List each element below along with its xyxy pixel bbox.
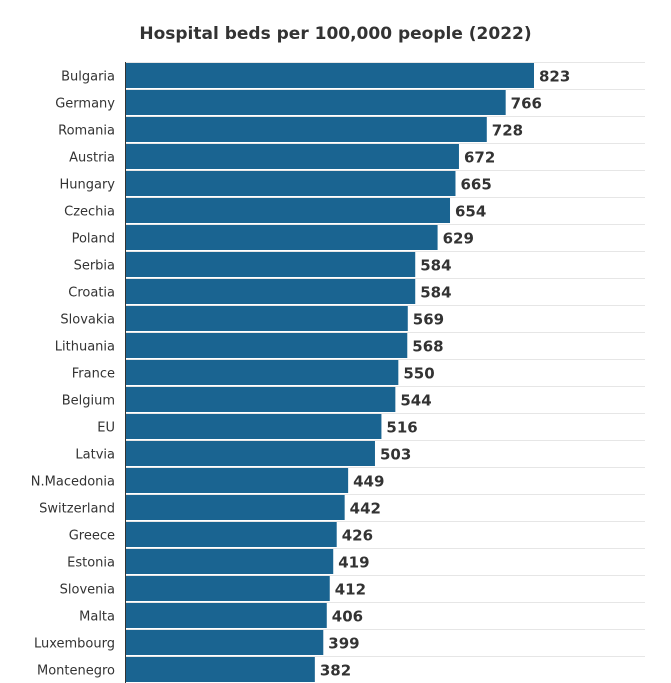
category-label: Estonia bbox=[67, 556, 115, 571]
bar bbox=[125, 63, 534, 88]
category-label: Austria bbox=[69, 151, 115, 166]
value-label: 584 bbox=[420, 284, 451, 302]
bar bbox=[125, 414, 382, 439]
value-label: 665 bbox=[460, 176, 491, 194]
category-label: Greece bbox=[69, 529, 115, 544]
value-label: 426 bbox=[342, 527, 373, 545]
bar bbox=[125, 171, 456, 196]
value-label: 382 bbox=[320, 662, 351, 680]
category-label: Croatia bbox=[68, 286, 115, 301]
gridlines bbox=[125, 62, 645, 657]
value-label: 672 bbox=[464, 149, 495, 167]
value-label: 550 bbox=[403, 365, 434, 383]
bar bbox=[125, 576, 330, 601]
bar bbox=[125, 441, 375, 466]
category-label: France bbox=[72, 367, 115, 382]
bar bbox=[125, 603, 327, 628]
bar bbox=[125, 198, 451, 223]
bar bbox=[125, 225, 438, 250]
value-label: 516 bbox=[386, 419, 417, 437]
bars: Bulgaria 823 Germany 766 Romania 728 Austria 67… bbox=[31, 63, 570, 682]
bar bbox=[125, 306, 408, 331]
bar bbox=[125, 522, 337, 547]
category-label: N.Macedonia bbox=[31, 475, 115, 490]
value-label: 569 bbox=[413, 311, 444, 329]
value-label: 449 bbox=[353, 473, 384, 491]
value-label: 823 bbox=[539, 68, 570, 86]
category-label: Romania bbox=[58, 124, 115, 139]
category-label: Czechia bbox=[64, 205, 115, 220]
bar bbox=[125, 117, 487, 142]
category-label: Lithuania bbox=[55, 340, 115, 355]
category-label: Belgium bbox=[62, 394, 115, 409]
bar bbox=[125, 144, 459, 169]
value-label: 419 bbox=[338, 554, 369, 572]
bar bbox=[125, 360, 399, 385]
bar bbox=[125, 333, 408, 358]
category-label: Slovakia bbox=[60, 313, 115, 328]
bar bbox=[125, 252, 416, 277]
bar bbox=[125, 549, 334, 574]
value-label: 399 bbox=[328, 635, 359, 653]
category-label: Malta bbox=[79, 610, 115, 625]
category-label: Hungary bbox=[59, 178, 115, 193]
category-label: Latvia bbox=[75, 448, 115, 463]
value-label: 412 bbox=[335, 581, 366, 599]
value-label: 568 bbox=[412, 338, 443, 356]
bar bbox=[125, 468, 349, 493]
category-label: Montenegro bbox=[37, 664, 115, 679]
value-label: 584 bbox=[420, 257, 451, 275]
category-label: Bulgaria bbox=[61, 70, 115, 85]
category-label: Poland bbox=[72, 232, 115, 247]
bar bbox=[125, 387, 396, 412]
bar bbox=[125, 495, 345, 520]
category-label: Switzerland bbox=[39, 502, 115, 517]
value-label: 654 bbox=[455, 203, 486, 221]
bar bbox=[125, 279, 416, 304]
category-label: EU bbox=[97, 421, 115, 436]
value-label: 544 bbox=[400, 392, 431, 410]
bar bbox=[125, 657, 315, 682]
value-label: 728 bbox=[492, 122, 523, 140]
category-label: Germany bbox=[55, 97, 115, 112]
value-label: 406 bbox=[332, 608, 363, 626]
value-label: 442 bbox=[350, 500, 381, 518]
value-label: 629 bbox=[443, 230, 474, 248]
value-label: 503 bbox=[380, 446, 411, 464]
chart-title: Hospital beds per 100,000 people (2022) bbox=[139, 24, 532, 44]
bar bbox=[125, 630, 324, 655]
category-label: Luxembourg bbox=[34, 637, 115, 652]
bar bbox=[125, 90, 506, 115]
value-label: 766 bbox=[511, 95, 542, 113]
category-label: Slovenia bbox=[60, 583, 115, 598]
category-label: Serbia bbox=[74, 259, 115, 274]
